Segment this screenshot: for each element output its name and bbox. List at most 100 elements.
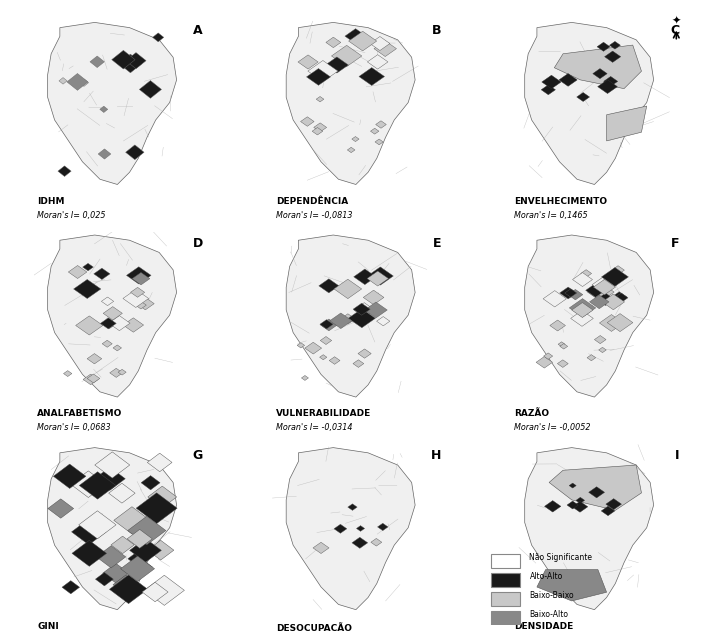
Polygon shape <box>110 575 147 604</box>
Polygon shape <box>334 280 362 298</box>
Text: Moran's I= -0,0052: Moran's I= -0,0052 <box>514 423 591 432</box>
Polygon shape <box>286 447 415 610</box>
Polygon shape <box>348 31 377 51</box>
Polygon shape <box>325 57 348 73</box>
Polygon shape <box>377 317 390 326</box>
Polygon shape <box>306 69 330 85</box>
Polygon shape <box>367 271 388 286</box>
Polygon shape <box>558 360 568 367</box>
Polygon shape <box>320 336 332 345</box>
Polygon shape <box>48 447 176 610</box>
Polygon shape <box>317 97 324 102</box>
Polygon shape <box>128 552 146 565</box>
Polygon shape <box>374 41 396 57</box>
Polygon shape <box>123 290 149 307</box>
Polygon shape <box>113 575 139 594</box>
Polygon shape <box>367 267 393 285</box>
Polygon shape <box>367 55 388 69</box>
Polygon shape <box>320 319 338 331</box>
Polygon shape <box>98 149 111 159</box>
Polygon shape <box>607 314 633 332</box>
Polygon shape <box>329 357 340 364</box>
Polygon shape <box>537 570 607 601</box>
Text: DEPENDÊNCIA: DEPENDÊNCIA <box>276 197 348 206</box>
Polygon shape <box>103 563 129 583</box>
FancyBboxPatch shape <box>491 592 520 606</box>
Polygon shape <box>130 538 161 562</box>
Polygon shape <box>347 147 355 153</box>
Text: ✦: ✦ <box>672 16 681 26</box>
Text: C: C <box>671 24 680 37</box>
Polygon shape <box>112 50 135 69</box>
Polygon shape <box>600 314 624 331</box>
Polygon shape <box>79 79 89 86</box>
Polygon shape <box>64 370 72 377</box>
Polygon shape <box>544 500 561 512</box>
Text: Baixo-Alto: Baixo-Alto <box>529 610 568 618</box>
Polygon shape <box>126 52 146 69</box>
Polygon shape <box>589 487 605 498</box>
Polygon shape <box>354 303 375 317</box>
Polygon shape <box>593 69 607 79</box>
Polygon shape <box>76 316 103 335</box>
Text: B: B <box>432 24 441 37</box>
Polygon shape <box>48 235 176 397</box>
Polygon shape <box>371 538 382 546</box>
Polygon shape <box>597 80 617 93</box>
Polygon shape <box>128 516 166 545</box>
Polygon shape <box>587 355 596 361</box>
Polygon shape <box>319 279 339 293</box>
FancyBboxPatch shape <box>491 573 520 587</box>
Polygon shape <box>58 166 71 177</box>
Text: Alto-Alto: Alto-Alto <box>529 572 563 581</box>
Polygon shape <box>525 23 653 184</box>
Polygon shape <box>599 347 606 353</box>
Text: GINI: GINI <box>37 622 59 631</box>
Polygon shape <box>586 283 605 297</box>
FancyBboxPatch shape <box>491 611 520 625</box>
Polygon shape <box>97 546 126 568</box>
Polygon shape <box>152 33 164 42</box>
Polygon shape <box>48 499 73 518</box>
Polygon shape <box>100 318 116 329</box>
Text: ENVELHECIMENTO: ENVELHECIMENTO <box>514 197 608 206</box>
Polygon shape <box>286 23 415 184</box>
Polygon shape <box>610 42 621 49</box>
Text: Moran's I= -0,0813: Moran's I= -0,0813 <box>276 211 352 220</box>
Polygon shape <box>568 290 583 300</box>
Polygon shape <box>139 81 161 98</box>
Polygon shape <box>602 294 624 310</box>
Polygon shape <box>113 345 121 351</box>
Polygon shape <box>354 269 376 285</box>
Polygon shape <box>348 504 357 510</box>
Polygon shape <box>370 128 379 134</box>
Polygon shape <box>572 501 588 512</box>
Polygon shape <box>606 498 621 510</box>
Text: Baixo-Baixo: Baixo-Baixo <box>529 591 574 599</box>
Polygon shape <box>340 314 355 324</box>
Polygon shape <box>565 289 576 297</box>
Polygon shape <box>544 353 552 359</box>
Polygon shape <box>59 78 67 84</box>
Polygon shape <box>560 344 568 349</box>
Polygon shape <box>375 139 383 144</box>
Polygon shape <box>286 235 415 397</box>
Polygon shape <box>569 483 576 488</box>
Polygon shape <box>83 374 98 385</box>
Polygon shape <box>119 54 142 73</box>
Polygon shape <box>353 304 370 316</box>
Text: ANALFABETISMO: ANALFABETISMO <box>37 410 123 418</box>
Polygon shape <box>131 287 144 297</box>
Text: Moran's I= -0,0314: Moran's I= -0,0314 <box>276 423 352 432</box>
Polygon shape <box>62 581 80 594</box>
Text: Não Significante: Não Significante <box>529 553 592 562</box>
Polygon shape <box>571 310 593 326</box>
Polygon shape <box>126 145 144 160</box>
Polygon shape <box>581 269 592 277</box>
Polygon shape <box>127 529 152 548</box>
Polygon shape <box>611 292 627 303</box>
Polygon shape <box>313 542 329 553</box>
Polygon shape <box>597 42 610 51</box>
Polygon shape <box>118 369 126 375</box>
Polygon shape <box>110 369 123 377</box>
